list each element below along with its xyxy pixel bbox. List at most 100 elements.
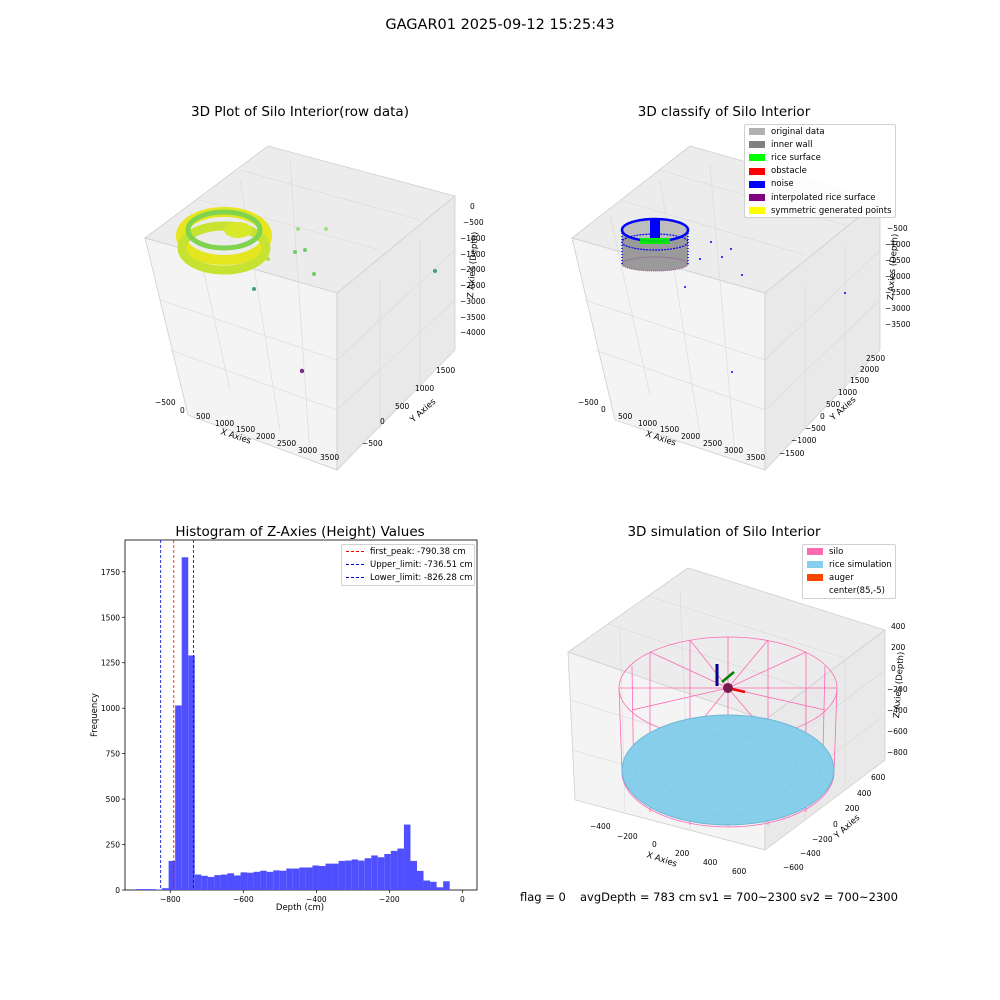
histogram-bar: [410, 860, 418, 890]
panel2-classified-cylinder: [620, 217, 690, 272]
x-tick-label: −200: [379, 895, 400, 904]
histogram-bars: [135, 557, 450, 890]
histogram-bar: [403, 824, 411, 890]
y-tick-label: 1000: [101, 704, 120, 713]
histogram-bar: [384, 854, 391, 890]
histogram-bar: [292, 868, 300, 890]
histogram-bar: [436, 887, 444, 890]
legend-item: first_peak: -790.38 cm: [342, 545, 474, 558]
histogram-reference-lines: [160, 540, 194, 890]
p1-xtick: 0: [180, 406, 185, 415]
legend-item: center(85,-5): [829, 586, 885, 597]
histogram-bar: [149, 889, 156, 890]
histogram-bar: [240, 872, 248, 890]
histogram-bar: [175, 705, 182, 890]
histogram-bar: [273, 870, 280, 890]
histogram-bar: [345, 860, 352, 890]
histogram-bar: [214, 875, 221, 890]
status-sv2: sv2 = 700~2300: [800, 890, 898, 904]
legend-item: inner wall: [745, 138, 895, 151]
histogram-bar: [266, 871, 274, 890]
y-tick-label: 1500: [101, 613, 120, 622]
histogram-bar: [430, 881, 437, 890]
histogram-bar: [364, 858, 372, 890]
histogram-bar: [286, 868, 293, 890]
y-tick-label: 250: [106, 841, 121, 850]
histogram-bar: [227, 873, 234, 890]
histogram-bar: [332, 863, 339, 890]
histogram-bar: [299, 867, 306, 890]
hist-xlabel: Depth (cm): [275, 903, 325, 913]
y-tick-label: 1750: [101, 568, 120, 577]
legend-item: Upper_limit: -736.51 cm: [342, 558, 474, 571]
histogram-bar: [233, 875, 241, 890]
histogram-bar: [220, 874, 228, 890]
y-tick-label: 500: [106, 795, 121, 804]
histogram-bar: [162, 888, 169, 890]
histogram-ticks: −800 −600 −400 −200 0 0 250 500 750 1000 1250 1500 1…: [101, 568, 465, 904]
histogram-bar: [188, 655, 195, 890]
histogram-bar: [351, 859, 359, 890]
histogram-bar: [135, 889, 143, 890]
histogram-bar: [358, 860, 365, 890]
x-tick-label: −800: [160, 895, 181, 904]
legend-item: auger: [803, 571, 895, 584]
x-tick-label: −600: [233, 895, 254, 904]
legend-item: interpolated rice surface: [745, 191, 895, 204]
x-tick-label: −400: [306, 895, 327, 904]
panel4-auger-marker: [715, 664, 746, 694]
histogram-bar: [312, 865, 319, 890]
y-tick-label: 750: [106, 750, 121, 759]
y-tick-label: 1250: [101, 659, 120, 668]
panel1-gridlines: [159, 159, 456, 456]
histogram-bar: [443, 881, 450, 890]
figure-title: GAGAR01 2025-09-12 15:25:43: [385, 17, 615, 33]
status-flag: flag = 0: [520, 890, 566, 904]
histogram-bar: [142, 889, 150, 890]
histogram-bar: [390, 850, 398, 890]
panel2-noise-points: [684, 241, 846, 373]
panel3-title: Histogram of Z-Axies (Height) Values: [175, 524, 425, 540]
histogram-bar: [417, 870, 424, 890]
panel1-outlier-points: [252, 227, 437, 374]
status-sv1: sv1 = 700~2300: [699, 890, 797, 904]
histogram-bar: [338, 860, 346, 890]
histogram-bar: [201, 875, 208, 890]
panel4-legend: silo rice simulation auger center(85,-5): [802, 544, 896, 599]
panel2-title: 3D classify of Silo Interior: [637, 104, 811, 120]
panel1-point-ring: [176, 207, 272, 275]
histogram-bar: [325, 863, 333, 890]
panel1-title: 3D Plot of Silo Interior(row data): [191, 104, 409, 120]
hist-ylabel: Frequency: [90, 693, 100, 737]
histogram-bar: [423, 880, 431, 890]
histogram-bar: [207, 876, 215, 890]
y-tick-label: 0: [115, 886, 120, 895]
legend-item: rice surface: [745, 151, 895, 164]
panel4-rice-surface: [621, 714, 835, 826]
histogram-bar: [155, 889, 163, 890]
histogram-bar: [253, 871, 261, 890]
histogram-bar: [194, 874, 202, 890]
histogram-bar: [397, 848, 404, 890]
x-tick-label: 0: [460, 895, 465, 904]
status-avg-depth: avgDepth = 783 cm: [580, 890, 697, 904]
legend-item: silo: [803, 545, 895, 558]
panel2-legend: original data inner wall rice surface ob…: [744, 124, 896, 219]
histogram-bar: [168, 860, 176, 890]
legend-item: symmetric generated points: [745, 204, 895, 217]
panel4-title: 3D simulation of Silo Interior: [627, 524, 821, 540]
histogram-bar: [247, 872, 254, 890]
histogram-bar: [371, 855, 378, 890]
legend-item: original data: [745, 125, 895, 138]
histogram-bar: [260, 870, 267, 890]
histogram-legend: first_peak: -790.38 cm Upper_limit: -736…: [341, 544, 475, 586]
histogram-bar: [305, 867, 313, 890]
histogram-bar: [377, 857, 385, 890]
histogram-bar: [318, 866, 326, 890]
legend-item: noise: [745, 178, 895, 191]
histogram-bar: [181, 557, 189, 890]
legend-item: rice simulation: [803, 558, 895, 571]
legend-item: obstacle: [745, 165, 895, 178]
